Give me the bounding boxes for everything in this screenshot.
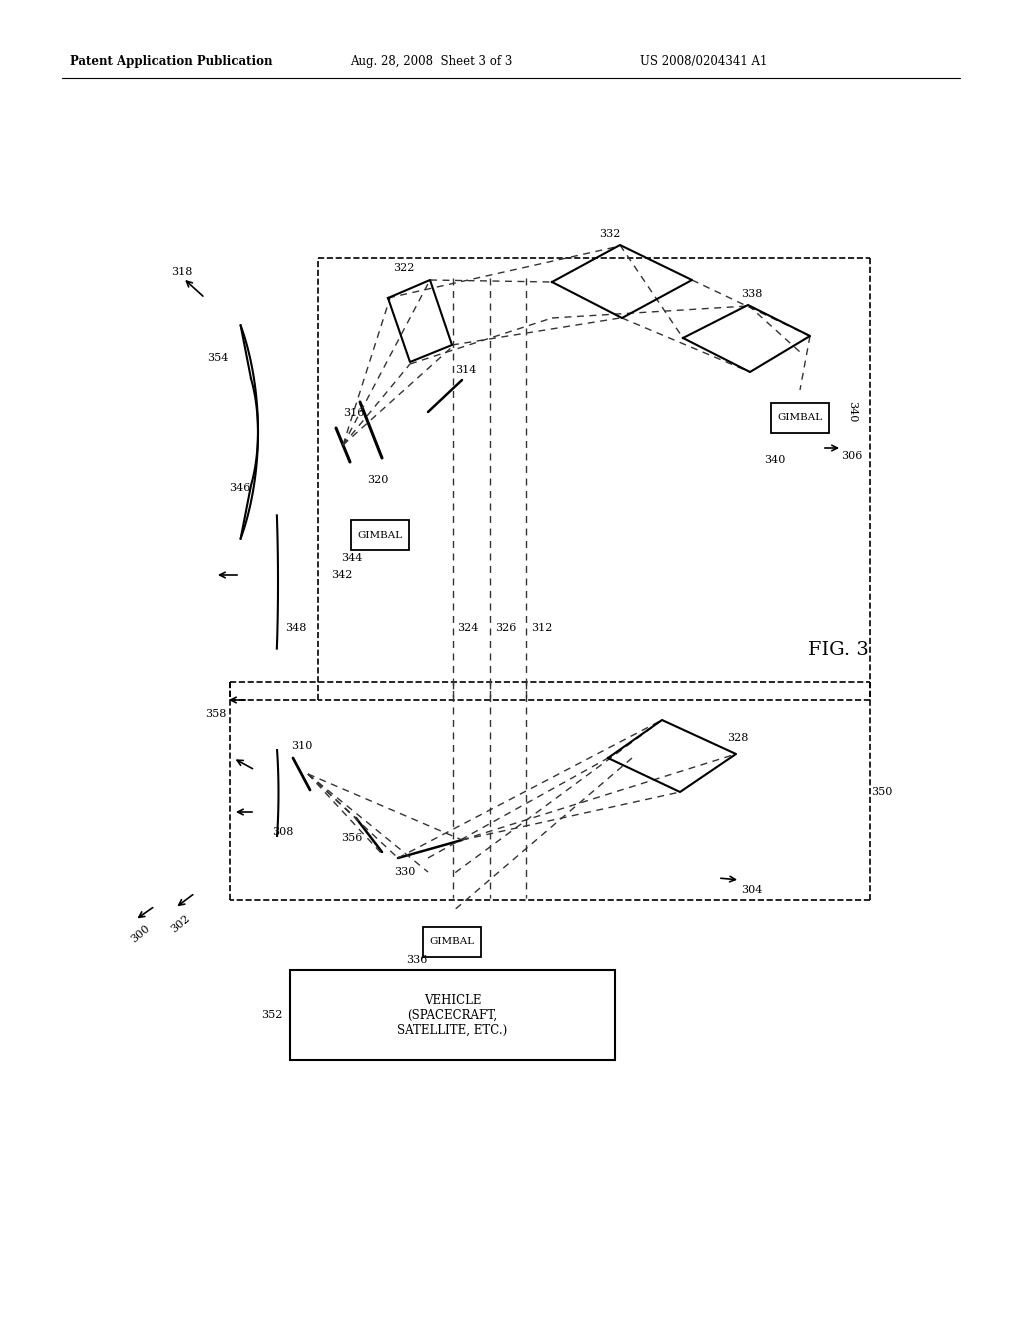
Text: 352: 352 <box>261 1010 283 1020</box>
Bar <box>423 927 481 957</box>
Bar <box>771 403 829 433</box>
Text: Aug. 28, 2008  Sheet 3 of 3: Aug. 28, 2008 Sheet 3 of 3 <box>350 55 512 69</box>
Text: 336: 336 <box>407 954 428 965</box>
Text: 306: 306 <box>842 451 862 461</box>
Text: 342: 342 <box>332 570 352 579</box>
Text: 312: 312 <box>531 623 553 634</box>
Text: 344: 344 <box>341 553 362 564</box>
Text: Patent Application Publication: Patent Application Publication <box>70 55 272 69</box>
Text: 300: 300 <box>129 923 152 945</box>
Text: 356: 356 <box>341 833 362 843</box>
Text: 320: 320 <box>368 475 389 484</box>
Text: 302: 302 <box>169 913 191 935</box>
Text: 340: 340 <box>847 401 857 422</box>
Text: 318: 318 <box>171 267 193 277</box>
Text: FIG. 3: FIG. 3 <box>808 642 868 659</box>
Text: 304: 304 <box>741 884 763 895</box>
Bar <box>290 970 615 1060</box>
Text: 324: 324 <box>458 623 478 634</box>
Text: 358: 358 <box>206 709 226 719</box>
Text: 314: 314 <box>456 366 477 375</box>
Text: 340: 340 <box>764 455 785 465</box>
Text: 330: 330 <box>394 867 416 876</box>
Text: 348: 348 <box>286 623 306 634</box>
Text: VEHICLE
(SPACECRAFT,
SATELLITE, ETC.): VEHICLE (SPACECRAFT, SATELLITE, ETC.) <box>397 994 508 1036</box>
Text: 316: 316 <box>343 408 365 418</box>
Text: GIMBAL: GIMBAL <box>429 937 474 946</box>
Text: US 2008/0204341 A1: US 2008/0204341 A1 <box>640 55 767 69</box>
Text: 354: 354 <box>207 352 228 363</box>
Text: 346: 346 <box>229 483 251 492</box>
Bar <box>351 520 409 550</box>
Text: 350: 350 <box>871 787 893 797</box>
Text: 326: 326 <box>496 623 517 634</box>
Text: 328: 328 <box>727 733 749 743</box>
Text: 322: 322 <box>393 263 415 273</box>
Text: 308: 308 <box>272 828 294 837</box>
Text: GIMBAL: GIMBAL <box>357 531 402 540</box>
Text: 310: 310 <box>291 741 312 751</box>
Text: GIMBAL: GIMBAL <box>777 413 822 422</box>
Text: 338: 338 <box>741 289 763 300</box>
Text: 332: 332 <box>599 228 621 239</box>
